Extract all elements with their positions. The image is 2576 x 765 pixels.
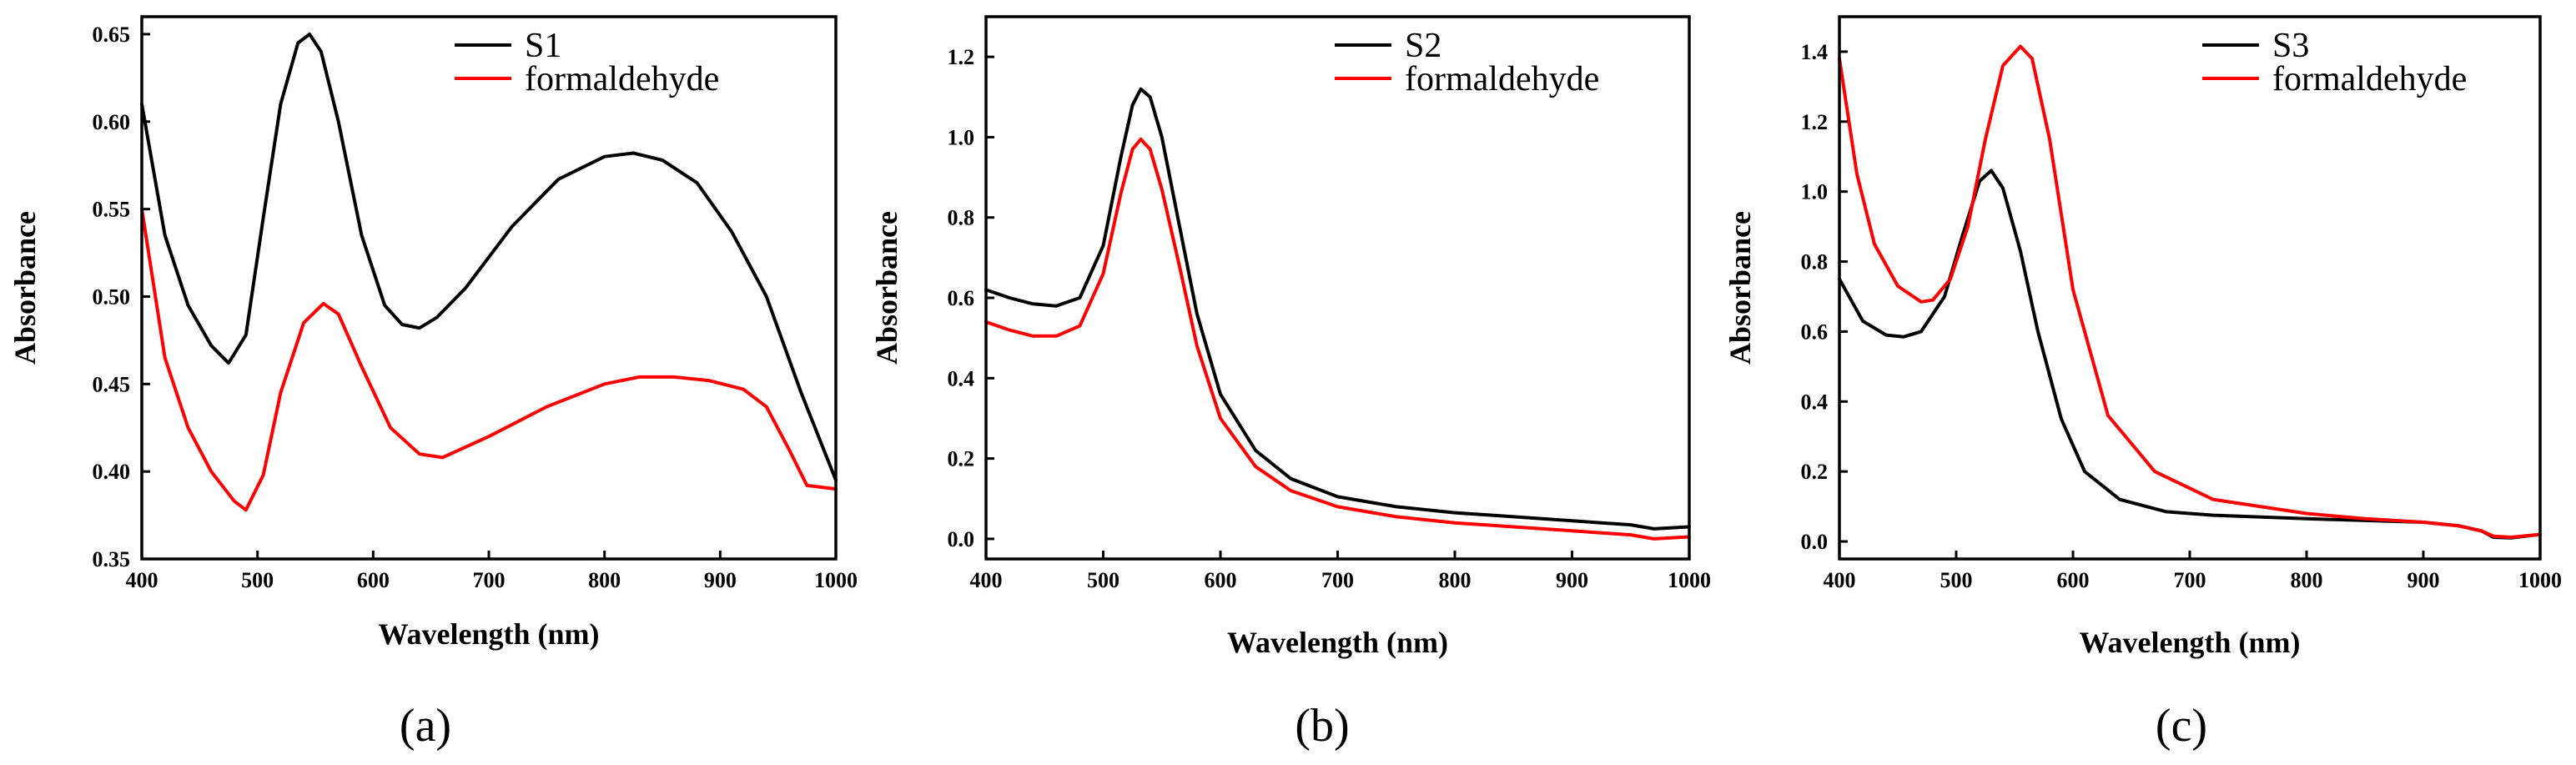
panel-caption: (c) <box>2156 700 2207 752</box>
y-tick-label: 0.65 <box>93 23 131 47</box>
legend-label: S3 <box>2272 27 2309 65</box>
y-tick-label: 0.8 <box>1801 250 1829 274</box>
x-tick-label: 500 <box>1087 568 1119 592</box>
x-tick-label: 600 <box>2057 568 2090 592</box>
y-tick-label: 1.2 <box>948 45 975 69</box>
panel-caption: (b) <box>1295 700 1349 752</box>
x-tick-label: 600 <box>357 568 390 592</box>
series-line-formaldehyde <box>984 137 1691 541</box>
y-tick-label: 0.8 <box>948 206 975 230</box>
x-tick-label: 1000 <box>2518 568 2562 592</box>
legend-label: formaldehyde <box>1405 60 1599 98</box>
y-tick-label: 1.4 <box>1801 40 1829 64</box>
x-axis-label: Wavelength (nm) <box>379 617 600 651</box>
y-tick-label: 0.0 <box>1801 530 1829 554</box>
y-axis-label: Absorbance <box>1723 211 1757 365</box>
y-tick-label: 0.2 <box>1801 460 1829 484</box>
series-line-sample <box>984 87 1691 531</box>
x-tick-label: 1000 <box>1668 568 1711 592</box>
legend-label: formaldehyde <box>525 60 719 98</box>
y-tick-label: 0.6 <box>948 286 975 310</box>
x-tick-label: 800 <box>2291 568 2323 592</box>
x-tick-label: 500 <box>241 568 274 592</box>
chart-panel-2: 400 500 600 700 800 900 1000 0.0 0.2 0.4 0.6 0.8 1.0… <box>870 15 1711 752</box>
x-tick-label: 800 <box>588 568 621 592</box>
x-tick-label: 900 <box>2407 568 2440 592</box>
chart-panel-1: 400 500 600 700 800 900 1000 0.35 0.40 0.45 0.50 0.… <box>8 15 858 752</box>
y-axis-label: Absorbance <box>8 211 42 365</box>
x-tick-label: 700 <box>1321 568 1354 592</box>
y-tick-label: 1.0 <box>948 125 975 149</box>
x-axis-label: Wavelength (nm) <box>2080 626 2301 659</box>
y-tick-label: 0.40 <box>93 460 131 484</box>
y-axis-label: Absorbance <box>870 211 903 365</box>
chart-panel-3: 400 500 600 700 800 900 1000 0.0 0.2 0.4 0.6 0.8 1.0… <box>1723 15 2562 752</box>
y-tick-label: 0.4 <box>948 366 975 390</box>
x-tick-label: 600 <box>1205 568 1237 592</box>
legend-label: S1 <box>525 27 561 65</box>
legend-label: S2 <box>1405 27 1441 65</box>
x-axis-label: Wavelength (nm) <box>1227 626 1448 659</box>
y-tick-label: 0.60 <box>93 110 131 134</box>
x-tick-label: 800 <box>1439 568 1472 592</box>
y-tick-label: 0.2 <box>948 447 975 471</box>
legend-label: formaldehyde <box>2272 60 2467 98</box>
x-tick-label: 900 <box>1556 568 1588 592</box>
y-tick-label: 0.55 <box>93 198 131 222</box>
x-tick-label: 400 <box>970 568 1003 592</box>
series-line-formaldehyde <box>1838 44 2542 539</box>
y-tick-label: 0.6 <box>1801 320 1829 344</box>
y-tick-label: 0.45 <box>93 372 131 396</box>
y-tick-label: 0.35 <box>93 547 131 571</box>
x-tick-label: 1000 <box>814 568 858 592</box>
y-tick-label: 1.0 <box>1801 180 1829 204</box>
y-tick-label: 0.0 <box>948 527 975 551</box>
panel-caption: (a) <box>400 700 451 752</box>
x-tick-label: 900 <box>704 568 737 592</box>
x-tick-label: 400 <box>126 568 158 592</box>
y-tick-label: 1.2 <box>1801 110 1829 134</box>
x-tick-label: 500 <box>1940 568 1973 592</box>
series-line-sample <box>140 33 838 482</box>
x-tick-label: 700 <box>473 568 506 592</box>
y-tick-label: 0.4 <box>1801 390 1829 414</box>
y-tick-label: 0.50 <box>93 284 131 309</box>
series-line-formaldehyde <box>140 207 838 512</box>
x-tick-label: 700 <box>2174 568 2206 592</box>
x-tick-label: 400 <box>1824 568 1856 592</box>
